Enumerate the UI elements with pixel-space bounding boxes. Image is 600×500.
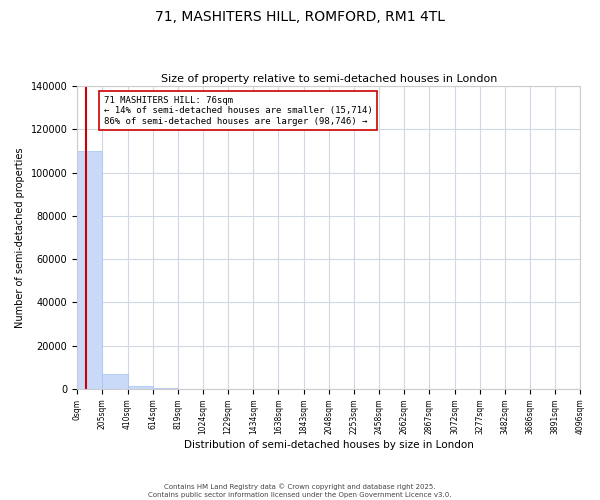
- Text: Contains HM Land Registry data © Crown copyright and database right 2025.
Contai: Contains HM Land Registry data © Crown c…: [148, 484, 452, 498]
- Bar: [128, 386, 152, 389]
- Title: Size of property relative to semi-detached houses in London: Size of property relative to semi-detach…: [161, 74, 497, 84]
- Text: 71, MASHITERS HILL, ROMFORD, RM1 4TL: 71, MASHITERS HILL, ROMFORD, RM1 4TL: [155, 10, 445, 24]
- X-axis label: Distribution of semi-detached houses by size in London: Distribution of semi-detached houses by …: [184, 440, 474, 450]
- Bar: [103, 374, 128, 389]
- Text: 71 MASHITERS HILL: 76sqm
← 14% of semi-detached houses are smaller (15,714)
86% : 71 MASHITERS HILL: 76sqm ← 14% of semi-d…: [104, 96, 373, 126]
- Bar: [77, 151, 103, 389]
- Y-axis label: Number of semi-detached properties: Number of semi-detached properties: [15, 148, 25, 328]
- Bar: [152, 388, 178, 389]
